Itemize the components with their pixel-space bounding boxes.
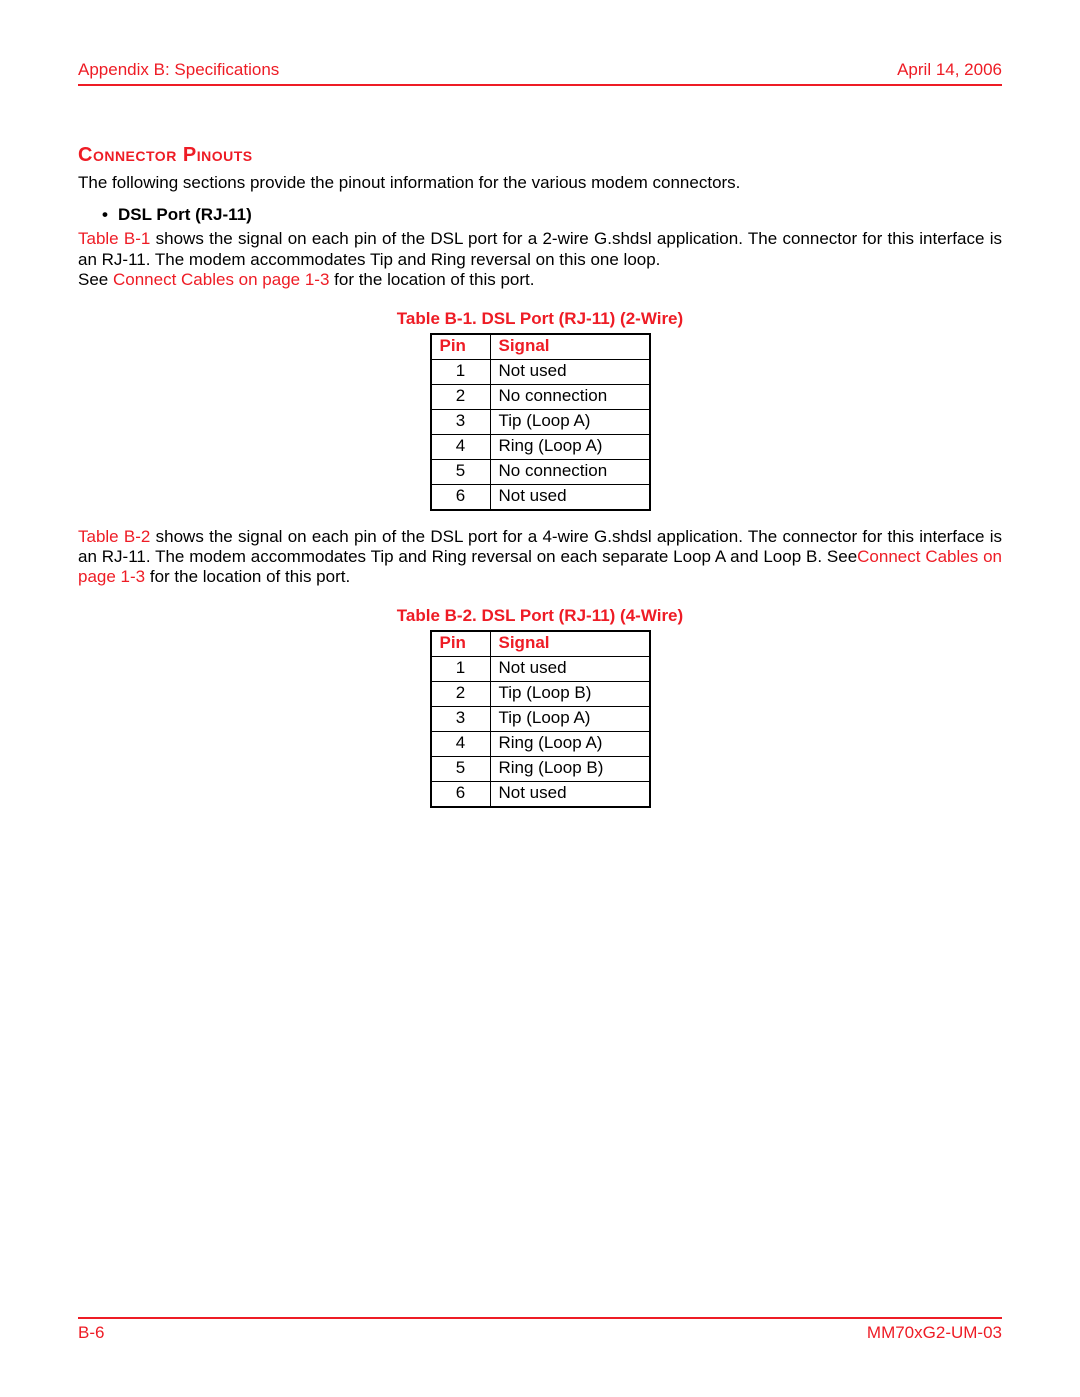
header-left: Appendix B: Specifications bbox=[78, 60, 279, 80]
footer-right: MM70xG2-UM-03 bbox=[867, 1323, 1002, 1343]
link-table-b1[interactable]: Table B-1 bbox=[78, 229, 150, 248]
table-row: 6Not used bbox=[431, 781, 650, 807]
cell-signal: No connection bbox=[490, 384, 650, 409]
para2-text2: for the location of this port. bbox=[145, 567, 350, 586]
header-rule bbox=[78, 84, 1002, 86]
cell-signal: Not used bbox=[490, 484, 650, 510]
table-row: 6Not used bbox=[431, 484, 650, 510]
cell-signal: Tip (Loop A) bbox=[490, 409, 650, 434]
table-1: Pin Signal 1Not used 2No connection 3Tip… bbox=[430, 333, 651, 511]
table-row: 1Not used bbox=[431, 359, 650, 384]
footer-left: B-6 bbox=[78, 1323, 104, 1343]
cell-pin: 5 bbox=[431, 459, 491, 484]
table-2-header-row: Pin Signal bbox=[431, 631, 650, 657]
cell-pin: 4 bbox=[431, 434, 491, 459]
cell-pin: 6 bbox=[431, 484, 491, 510]
table-2-col-pin: Pin bbox=[431, 631, 491, 657]
bullet-icon: • bbox=[102, 205, 108, 225]
page-content: Appendix B: Specifications April 14, 200… bbox=[0, 0, 1080, 808]
bullet-dsl-port: • DSL Port (RJ-11) bbox=[102, 205, 1002, 225]
table-2-caption: Table B-2. DSL Port (RJ-11) (4-Wire) bbox=[78, 606, 1002, 626]
cell-pin: 2 bbox=[431, 384, 491, 409]
para1-text2a: See bbox=[78, 270, 113, 289]
cell-signal: Ring (Loop B) bbox=[490, 756, 650, 781]
para1-text1: shows the signal on each pin of the DSL … bbox=[78, 229, 1002, 268]
table-row: 3Tip (Loop A) bbox=[431, 409, 650, 434]
table-2-col-signal: Signal bbox=[490, 631, 650, 657]
intro-paragraph: The following sections provide the pinou… bbox=[78, 173, 1002, 193]
cell-pin: 5 bbox=[431, 756, 491, 781]
table-row: 2No connection bbox=[431, 384, 650, 409]
page-header: Appendix B: Specifications April 14, 200… bbox=[78, 60, 1002, 80]
section-title: Connector Pinouts bbox=[78, 144, 1002, 167]
link-connect-cables-1[interactable]: Connect Cables on page 1-3 bbox=[113, 270, 329, 289]
cell-signal: No connection bbox=[490, 459, 650, 484]
cell-pin: 3 bbox=[431, 706, 491, 731]
cell-signal: Tip (Loop B) bbox=[490, 681, 650, 706]
table-1-header-row: Pin Signal bbox=[431, 334, 650, 360]
page-footer: B-6 MM70xG2-UM-03 bbox=[78, 1317, 1002, 1343]
paragraph-2: Table B-2 shows the signal on each pin o… bbox=[78, 527, 1002, 588]
table-row: 5No connection bbox=[431, 459, 650, 484]
table-row: 3Tip (Loop A) bbox=[431, 706, 650, 731]
cell-pin: 4 bbox=[431, 731, 491, 756]
cell-signal: Not used bbox=[490, 359, 650, 384]
cell-signal: Ring (Loop A) bbox=[490, 434, 650, 459]
cell-pin: 1 bbox=[431, 359, 491, 384]
table-row: 1Not used bbox=[431, 656, 650, 681]
cell-signal: Not used bbox=[490, 781, 650, 807]
para1-text2b: for the location of this port. bbox=[329, 270, 534, 289]
paragraph-1: Table B-1 shows the signal on each pin o… bbox=[78, 229, 1002, 290]
header-right: April 14, 2006 bbox=[897, 60, 1002, 80]
table-row: 4Ring (Loop A) bbox=[431, 731, 650, 756]
table-1-caption: Table B-1. DSL Port (RJ-11) (2-Wire) bbox=[78, 309, 1002, 329]
link-table-b2[interactable]: Table B-2 bbox=[78, 527, 150, 546]
cell-signal: Tip (Loop A) bbox=[490, 706, 650, 731]
bullet-label: DSL Port (RJ-11) bbox=[118, 205, 252, 225]
cell-pin: 6 bbox=[431, 781, 491, 807]
cell-signal: Ring (Loop A) bbox=[490, 731, 650, 756]
table-row: 5Ring (Loop B) bbox=[431, 756, 650, 781]
table-1-col-signal: Signal bbox=[490, 334, 650, 360]
footer-row: B-6 MM70xG2-UM-03 bbox=[78, 1323, 1002, 1343]
table-1-col-pin: Pin bbox=[431, 334, 491, 360]
table-2: Pin Signal 1Not used 2Tip (Loop B) 3Tip … bbox=[430, 630, 651, 808]
table-row: 4Ring (Loop A) bbox=[431, 434, 650, 459]
cell-pin: 3 bbox=[431, 409, 491, 434]
cell-signal: Not used bbox=[490, 656, 650, 681]
cell-pin: 1 bbox=[431, 656, 491, 681]
table-row: 2Tip (Loop B) bbox=[431, 681, 650, 706]
cell-pin: 2 bbox=[431, 681, 491, 706]
footer-rule bbox=[78, 1317, 1002, 1319]
